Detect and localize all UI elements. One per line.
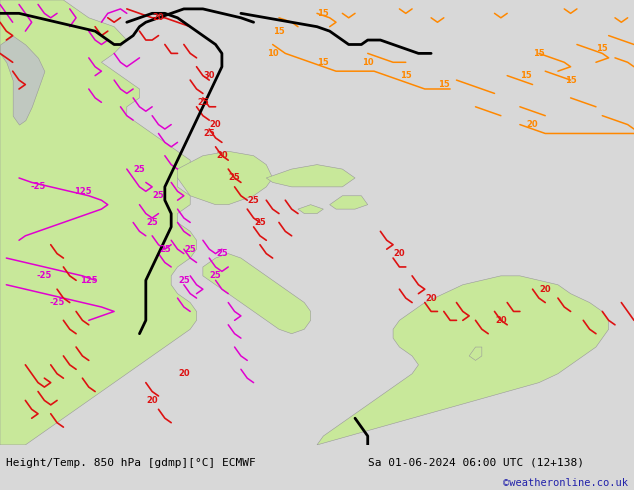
Text: 20: 20: [425, 294, 437, 303]
Text: 25: 25: [159, 245, 171, 254]
Text: 20: 20: [146, 396, 158, 405]
Text: 10: 10: [362, 58, 373, 67]
Text: 125: 125: [80, 276, 98, 285]
Text: 25: 25: [229, 173, 240, 182]
Text: 25: 25: [254, 218, 266, 227]
Text: 20: 20: [495, 316, 507, 325]
Text: 15: 15: [597, 45, 608, 53]
Text: 30: 30: [204, 71, 215, 80]
Text: 25: 25: [146, 218, 158, 227]
Text: -25: -25: [37, 271, 52, 280]
Text: 20: 20: [178, 369, 190, 378]
Text: 10: 10: [267, 49, 278, 58]
Text: 20: 20: [153, 13, 164, 23]
Text: 20: 20: [210, 120, 221, 129]
Text: 20: 20: [527, 120, 538, 129]
Text: 15: 15: [273, 26, 285, 36]
Text: 25: 25: [178, 276, 190, 285]
Text: ©weatheronline.co.uk: ©weatheronline.co.uk: [503, 478, 628, 488]
Text: 15: 15: [533, 49, 545, 58]
Text: 15: 15: [400, 71, 411, 80]
Text: -25: -25: [30, 182, 46, 192]
Text: 25: 25: [134, 165, 145, 173]
Text: 15: 15: [318, 58, 329, 67]
Text: 25: 25: [216, 249, 228, 258]
Text: -25: -25: [49, 298, 65, 307]
Text: 20: 20: [394, 249, 405, 258]
Text: 20: 20: [540, 285, 551, 294]
Text: 25: 25: [210, 271, 221, 280]
Text: 15: 15: [521, 71, 532, 80]
Text: 25: 25: [184, 245, 196, 254]
Text: Sa 01-06-2024 06:00 UTC (12+138): Sa 01-06-2024 06:00 UTC (12+138): [368, 458, 584, 468]
Text: 25: 25: [204, 129, 215, 138]
Text: 15: 15: [318, 9, 329, 18]
Text: 125: 125: [74, 187, 91, 196]
Text: 25: 25: [248, 196, 259, 205]
Text: 25: 25: [153, 191, 164, 200]
Text: 25: 25: [197, 98, 209, 107]
Text: 15: 15: [438, 80, 450, 89]
Text: Height/Temp. 850 hPa [gdmp][°C] ECMWF: Height/Temp. 850 hPa [gdmp][°C] ECMWF: [6, 458, 256, 468]
Text: 20: 20: [216, 151, 228, 160]
Text: 15: 15: [565, 75, 576, 85]
